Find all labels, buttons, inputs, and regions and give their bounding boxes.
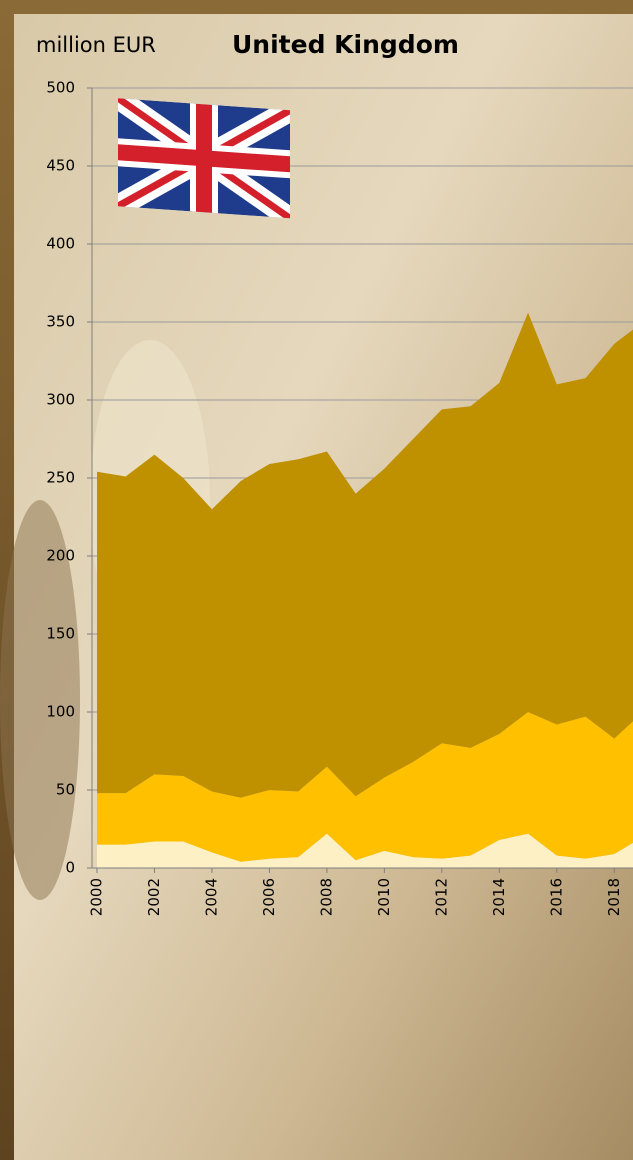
- x-tick-label: 2002: [145, 878, 163, 916]
- y-tick-label: 500: [46, 79, 75, 97]
- x-tick-label: 2018: [605, 878, 623, 916]
- chart-title: United Kingdom: [232, 30, 459, 59]
- y-tick-label: 250: [46, 469, 75, 487]
- x-tick-label: 2010: [375, 878, 393, 916]
- x-tick-label: 2014: [490, 878, 508, 916]
- flag: [118, 98, 290, 219]
- unit-label: million EUR: [36, 33, 156, 57]
- x-tick-label: 2000: [88, 878, 106, 916]
- oat-blur: [0, 500, 80, 900]
- y-tick-label: 400: [46, 235, 75, 253]
- y-tick-label: 100: [46, 703, 75, 721]
- y-tick-label: 300: [46, 391, 75, 409]
- y-tick-label: 150: [46, 625, 75, 643]
- y-tick-label: 0: [65, 859, 75, 877]
- area: [97, 833, 633, 868]
- y-tick-label: 450: [46, 157, 75, 175]
- area: [97, 712, 633, 862]
- y-tick-label: 350: [46, 313, 75, 331]
- x-tick-label: 2016: [547, 878, 565, 916]
- x-tick-label: 2012: [432, 878, 450, 916]
- plot: 0 50 100 150 200 250 300 350 400 450 500 2000 2002 20…: [46, 79, 633, 916]
- area: [97, 312, 633, 798]
- x-tick-label: 2008: [317, 878, 335, 916]
- y-tick-label: 200: [46, 547, 75, 565]
- x-tick-label: 2006: [260, 878, 278, 916]
- x-tick-label: 2004: [202, 878, 220, 916]
- y-tick-label: 50: [56, 781, 75, 799]
